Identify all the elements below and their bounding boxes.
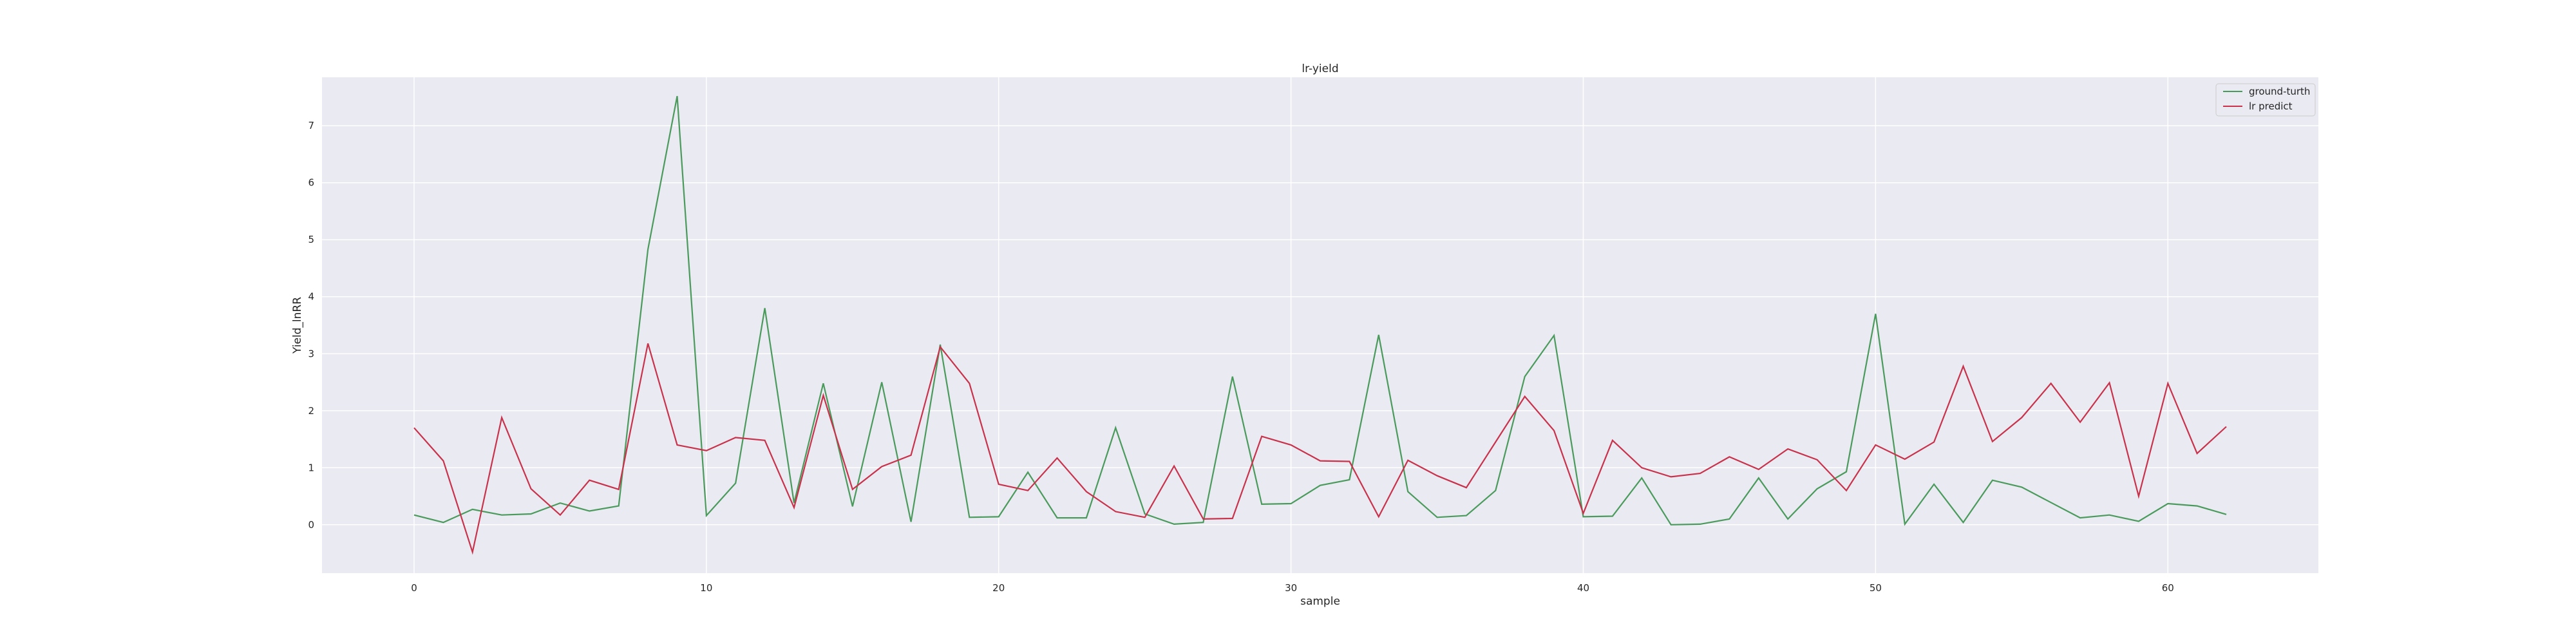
y-tick-label: 0 bbox=[308, 519, 314, 531]
plot-area bbox=[322, 77, 2318, 573]
series-line-lr-predict bbox=[413, 343, 2227, 555]
x-tick-label: 0 bbox=[411, 582, 417, 594]
x-tick-label: 30 bbox=[1285, 582, 1297, 594]
y-tick-label: 5 bbox=[308, 234, 314, 245]
x-tick-label: 10 bbox=[700, 582, 712, 594]
y-tick-label: 6 bbox=[308, 177, 314, 189]
series-line-ground-turth bbox=[413, 95, 2227, 526]
x-tick-label: 50 bbox=[1870, 582, 1882, 594]
x-tick-label: 40 bbox=[1577, 582, 1589, 594]
legend-label-lr-predict: lr predict bbox=[2249, 100, 2293, 112]
x-tick-label: 60 bbox=[2162, 582, 2174, 594]
y-tick-label: 1 bbox=[308, 462, 314, 473]
legend-label-ground-turth: ground-turth bbox=[2249, 86, 2310, 97]
y-tick-label: 2 bbox=[308, 405, 314, 417]
y-tick-label: 4 bbox=[308, 291, 314, 303]
y-axis-label: Yield_lnRR bbox=[291, 297, 304, 354]
x-tick-label: 20 bbox=[992, 582, 1005, 594]
y-tick-label: 7 bbox=[308, 120, 314, 131]
x-axis-label: sample bbox=[1300, 595, 1340, 608]
legend: ground-turth lr predict bbox=[2215, 83, 2316, 117]
chart-title: lr-yield bbox=[1302, 62, 1338, 75]
series-layer bbox=[413, 95, 2227, 555]
grid-lines bbox=[322, 77, 2318, 573]
y-tick-label: 3 bbox=[308, 348, 314, 359]
tick-labels: 0 10 20 30 40 50 60 0 1 2 3 4 5 6 7 bbox=[308, 120, 2174, 594]
